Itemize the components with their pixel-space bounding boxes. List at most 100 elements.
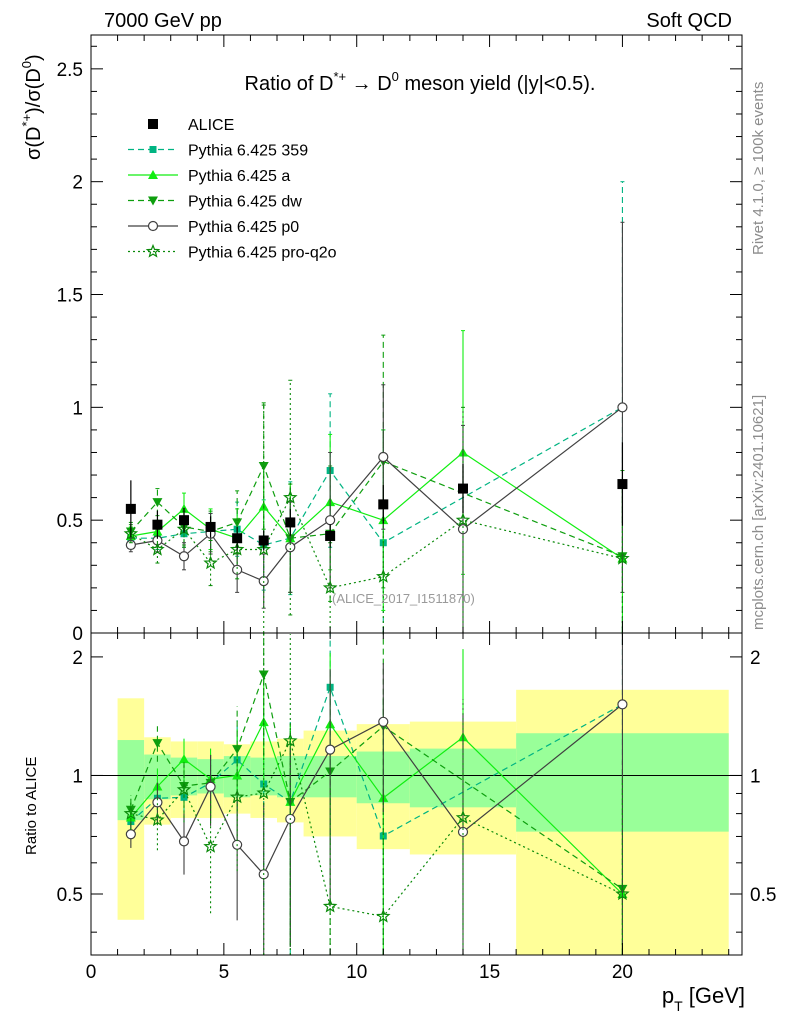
ylabel-part-2: *+	[19, 114, 34, 127]
ratio-marker	[205, 781, 216, 792]
ratio-marker	[125, 805, 136, 815]
x-axis-label: pT [GeV]	[662, 983, 745, 1014]
x-tick-label: 10	[346, 962, 367, 983]
legend-marker	[147, 220, 159, 232]
data-point	[152, 519, 163, 530]
rivet-label: Rivet 4.1.0, ≥ 100k events	[750, 82, 767, 255]
xlabel-part-1: p	[662, 983, 674, 1008]
ratio-marker	[615, 886, 630, 901]
legend-label: Pythia 6.425 p0	[188, 219, 299, 236]
data-point	[125, 503, 136, 514]
x-tick-label: 20	[612, 962, 633, 983]
series-marker	[229, 541, 245, 556]
series-line	[130, 406, 623, 546]
series-4	[125, 221, 628, 634]
legend-marker	[148, 196, 158, 206]
series-marker	[325, 515, 336, 526]
ratio-marker	[125, 829, 136, 840]
data-point	[258, 535, 269, 546]
series-marker	[617, 402, 628, 413]
series-line	[130, 460, 623, 557]
series-marker	[178, 551, 190, 562]
legend: ALICE Pythia 6.425 359 Pythia 6.425 a Pythi…	[128, 117, 337, 262]
ratio-marker	[457, 826, 469, 838]
ratio-marker	[176, 782, 192, 796]
y-tick-label: 2.5	[57, 60, 83, 81]
ratio-marker	[283, 733, 298, 748]
series-line	[130, 451, 623, 559]
series-marker	[378, 451, 389, 463]
y-tick-label: 1.5	[57, 286, 83, 307]
y-axis-label: σ(D*+)/σ(D0)	[19, 54, 45, 160]
title-part-1: Ratio of D	[245, 73, 334, 95]
legend-item: Pythia 6.425 359	[128, 143, 308, 160]
ratio-y-tick-label-right: 0.5	[750, 885, 776, 906]
x-tick-label: 15	[479, 962, 500, 983]
series-3	[125, 334, 628, 634]
y-tick-label: 2	[72, 173, 83, 194]
ratio-marker	[123, 805, 139, 820]
data-point	[378, 499, 389, 510]
ratio-marker	[203, 838, 218, 853]
series-marker	[150, 541, 165, 556]
legend-item: Pythia 6.425 p0	[128, 219, 299, 236]
y-tick-label: 1	[72, 398, 83, 419]
data-point	[458, 483, 468, 494]
series-marker	[376, 568, 391, 583]
ylabel-part-5: )	[23, 54, 45, 61]
legend-label: Pythia 6.425 dw	[188, 194, 302, 211]
series-marker	[283, 489, 298, 504]
legend-item: ALICE	[148, 117, 234, 134]
xlabel-part-2: T	[674, 998, 683, 1014]
ylabel-part-3: )/σ(D	[23, 68, 45, 114]
ratio-series-line	[130, 672, 623, 890]
y-tick-label: 0.5	[57, 511, 83, 532]
series-marker	[615, 550, 630, 565]
main-panel: (ALICE_2017_I1511870) ALICE Pythia 6.425 …	[57, 34, 743, 645]
data-point	[232, 533, 243, 544]
data-point	[205, 521, 216, 532]
ratio-y-tick-label-right: 2	[750, 648, 761, 669]
ratio-marker	[617, 699, 628, 710]
ratio-marker	[152, 797, 163, 808]
ratio-marker	[125, 812, 136, 822]
series-marker	[256, 541, 271, 556]
series-marker	[285, 542, 296, 553]
ratio-y-tick-label-left: 1	[72, 766, 83, 787]
chart-title: Ratio of D*+ → D0 meson yield (|y|<0.5).	[245, 69, 596, 95]
ratio-y-tick-label-left: 0.5	[57, 885, 83, 906]
ratio-series-5	[123, 633, 630, 955]
series-marker	[152, 498, 163, 508]
data-point	[179, 515, 189, 526]
ratio-marker	[378, 716, 389, 727]
ylabel-part-4: 0	[19, 61, 34, 68]
legend-item: Pythia 6.425 a	[128, 168, 290, 185]
legend-marker	[148, 119, 158, 129]
ratio-marker	[229, 789, 245, 804]
title-part-4: 0	[392, 69, 399, 84]
data-point	[285, 517, 296, 528]
ratio-y-tick-label-left: 2	[72, 648, 83, 669]
series-marker	[232, 564, 243, 575]
legend-marker	[148, 170, 158, 179]
series-marker	[457, 524, 469, 535]
series-marker	[322, 580, 338, 595]
x-tick-label: 0	[86, 962, 97, 983]
mcplots-label: mcplots.cern.ch [arXiv:2401.10621]	[750, 395, 767, 630]
ratio-y-axis-label: Ratio to ALICE	[23, 757, 40, 855]
series-marker	[455, 512, 471, 527]
ratio-marker	[152, 739, 163, 749]
legend-label: ALICE	[188, 117, 234, 134]
series-2	[125, 330, 628, 634]
title-part-3: → D	[346, 73, 392, 95]
legend-label: Pythia 6.425 359	[188, 143, 308, 160]
ylabel-part-1: σ(D	[23, 127, 45, 160]
xlabel-part-3: [GeV]	[683, 983, 745, 1008]
ratio-marker	[178, 836, 190, 847]
ratio-marker	[455, 810, 471, 824]
series-marker	[125, 539, 136, 551]
legend-label: Pythia 6.425 a	[188, 168, 290, 185]
title-part-2: *+	[333, 69, 346, 84]
ratio-marker	[179, 754, 189, 764]
